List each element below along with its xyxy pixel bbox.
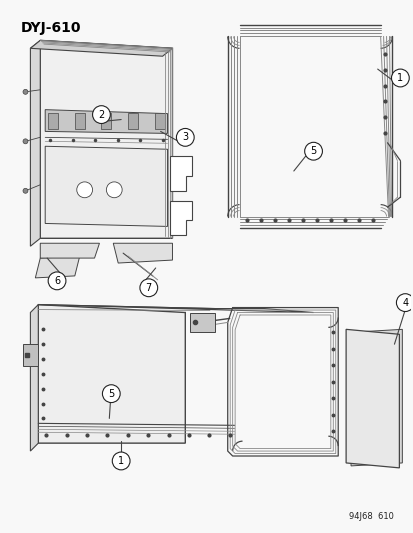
Polygon shape — [38, 304, 313, 312]
Text: 6: 6 — [54, 276, 60, 286]
Circle shape — [140, 279, 157, 297]
Circle shape — [112, 452, 130, 470]
Circle shape — [93, 106, 110, 124]
Polygon shape — [170, 156, 192, 191]
Circle shape — [102, 385, 120, 402]
Polygon shape — [45, 146, 167, 227]
Circle shape — [176, 128, 194, 146]
Text: 94J68  610: 94J68 610 — [348, 512, 392, 521]
Text: 4: 4 — [401, 297, 407, 308]
Circle shape — [23, 188, 28, 193]
Polygon shape — [48, 112, 58, 130]
Polygon shape — [101, 112, 111, 130]
Circle shape — [23, 90, 28, 94]
Polygon shape — [190, 312, 214, 332]
Polygon shape — [113, 243, 172, 263]
Polygon shape — [345, 329, 399, 468]
Text: 2: 2 — [98, 110, 104, 119]
Polygon shape — [128, 112, 138, 130]
Circle shape — [23, 139, 28, 144]
Polygon shape — [38, 304, 185, 443]
Polygon shape — [170, 201, 192, 236]
Polygon shape — [350, 329, 401, 466]
Circle shape — [48, 272, 66, 290]
Circle shape — [76, 182, 93, 198]
Polygon shape — [75, 112, 85, 130]
Polygon shape — [30, 304, 38, 451]
Polygon shape — [30, 41, 40, 246]
Polygon shape — [22, 344, 38, 366]
Text: 3: 3 — [182, 132, 188, 142]
Circle shape — [396, 294, 413, 311]
Polygon shape — [30, 41, 172, 56]
Polygon shape — [35, 256, 80, 278]
Circle shape — [106, 182, 122, 198]
Polygon shape — [40, 243, 99, 258]
Polygon shape — [40, 41, 172, 238]
Text: 5: 5 — [310, 146, 316, 156]
Text: 7: 7 — [145, 283, 152, 293]
Polygon shape — [154, 112, 164, 130]
Circle shape — [304, 142, 322, 160]
Text: 1: 1 — [118, 456, 124, 466]
Circle shape — [391, 69, 408, 87]
Text: DYJ-610: DYJ-610 — [21, 21, 81, 35]
Text: 5: 5 — [108, 389, 114, 399]
Text: 1: 1 — [396, 73, 402, 83]
Polygon shape — [45, 110, 167, 133]
